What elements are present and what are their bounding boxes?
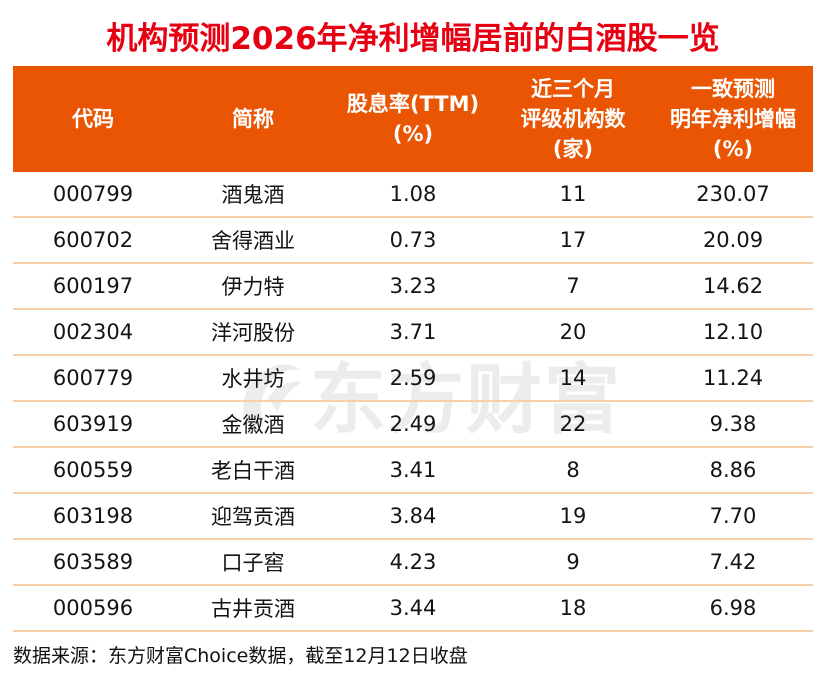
cell-forecast-growth: 7.70 [709, 504, 757, 528]
cell-forecast-growth: 20.09 [702, 228, 764, 252]
table-row: 603919 金徽酒 2.49 22 9.38 [13, 402, 813, 448]
cell-name: 金徽酒 [221, 413, 285, 437]
table-row: 603589 口子窖 4.23 9 7.42 [13, 540, 813, 586]
cell-name: 古井贡酒 [211, 597, 295, 621]
cell-dividend-yield: 3.41 [389, 458, 437, 482]
cell-name: 老白干酒 [211, 459, 295, 483]
header-rating-count: 近三个月 评级机构数 (家) [520, 77, 626, 161]
cell-rating-count: 7 [566, 274, 580, 298]
cell-rating-count: 17 [559, 228, 587, 252]
cell-name: 迎驾贡酒 [211, 505, 295, 529]
table-row: 600197 伊力特 3.23 7 14.62 [13, 264, 813, 310]
cell-code: 000799 [52, 182, 134, 206]
table-header-row: 代码 简称 股息率(TTM) (%) 近三个月 评级机构数 (家) 一致预测 明… [13, 66, 813, 172]
stock-table: 代码 简称 股息率(TTM) (%) 近三个月 评级机构数 (家) 一致预测 明… [13, 66, 813, 632]
cell-code: 600702 [52, 228, 134, 252]
cell-dividend-yield: 4.23 [389, 550, 437, 574]
cell-name: 伊力特 [221, 275, 285, 299]
data-source-note: 数据来源：东方财富Choice数据，截至12月12日收盘 [13, 645, 468, 667]
cell-rating-count: 20 [559, 320, 587, 344]
cell-code: 603198 [52, 504, 134, 528]
cell-name: 洋河股份 [211, 321, 295, 345]
table-row: 000596 古井贡酒 3.44 18 6.98 [13, 586, 813, 632]
cell-dividend-yield: 2.59 [389, 366, 437, 390]
cell-code: 600559 [52, 458, 134, 482]
cell-rating-count: 18 [559, 596, 587, 620]
cell-name: 口子窖 [221, 551, 285, 575]
table-row: 000799 酒鬼酒 1.08 11 230.07 [13, 172, 813, 218]
cell-dividend-yield: 2.49 [389, 412, 437, 436]
cell-rating-count: 8 [566, 458, 580, 482]
header-forecast-growth: 一致预测 明年净利增幅 (%) [670, 77, 796, 161]
cell-dividend-yield: 3.23 [389, 274, 437, 298]
cell-forecast-growth: 6.98 [709, 596, 757, 620]
cell-name: 酒鬼酒 [221, 183, 285, 207]
header-dividend-yield: 股息率(TTM) (%) [346, 92, 480, 146]
cell-rating-count: 9 [566, 550, 580, 574]
cell-dividend-yield: 3.71 [389, 320, 437, 344]
cell-rating-count: 19 [559, 504, 587, 528]
cell-forecast-growth: 7.42 [709, 550, 757, 574]
table-row: 600702 舍得酒业 0.73 17 20.09 [13, 218, 813, 264]
cell-dividend-yield: 3.44 [389, 596, 437, 620]
cell-forecast-growth: 12.10 [702, 320, 764, 344]
cell-code: 600779 [52, 366, 134, 390]
cell-dividend-yield: 3.84 [389, 504, 437, 528]
cell-name: 水井坊 [221, 367, 285, 391]
cell-dividend-yield: 1.08 [389, 182, 437, 206]
cell-forecast-growth: 14.62 [702, 274, 764, 298]
page-title: 机构预测2026年净利增幅居前的白酒股一览 [106, 21, 720, 57]
cell-code: 600197 [52, 274, 134, 298]
header-code: 代码 [72, 107, 114, 131]
cell-rating-count: 14 [559, 366, 587, 390]
cell-forecast-growth: 230.07 [696, 182, 770, 206]
cell-forecast-growth: 9.38 [709, 412, 757, 436]
cell-dividend-yield: 0.73 [389, 228, 437, 252]
table-row: 600779 水井坊 2.59 14 11.24 [13, 356, 813, 402]
cell-code: 603589 [52, 550, 134, 574]
cell-rating-count: 22 [559, 412, 587, 436]
cell-code: 603919 [52, 412, 134, 436]
table-row: 002304 洋河股份 3.71 20 12.10 [13, 310, 813, 356]
table-row: 603198 迎驾贡酒 3.84 19 7.70 [13, 494, 813, 540]
cell-forecast-growth: 11.24 [702, 366, 764, 390]
cell-rating-count: 11 [559, 182, 587, 206]
cell-code: 000596 [52, 596, 134, 620]
cell-code: 002304 [52, 320, 134, 344]
header-name: 简称 [232, 107, 274, 131]
cell-name: 舍得酒业 [211, 229, 295, 253]
table-row: 600559 老白干酒 3.41 8 8.86 [13, 448, 813, 494]
cell-forecast-growth: 8.86 [709, 458, 757, 482]
